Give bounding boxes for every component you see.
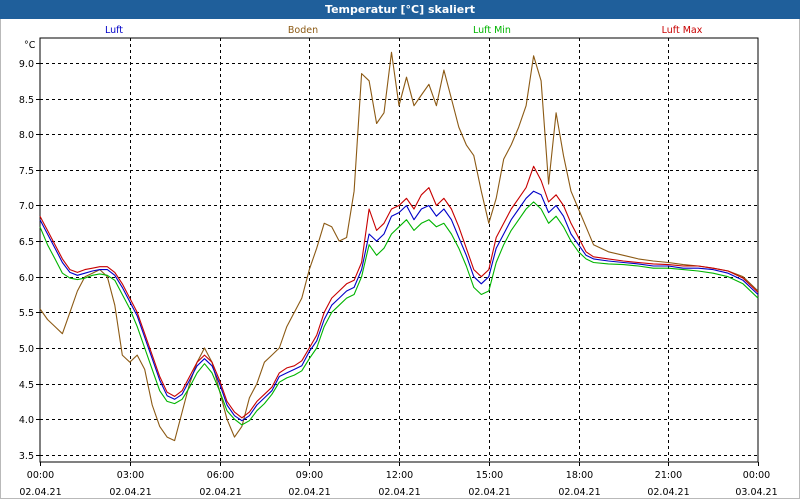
series-line-luft-max [39,165,759,419]
y-axis: 3.5 4.0 4.5 5.0 5.5 6.0 6.5 7.0 7.5 8.0 8.5 9.0 [19,59,40,462]
y-tick-label: 3.5 [19,451,34,462]
legend-entry-luft: Luft [105,25,123,36]
grid-lines [40,38,758,462]
x-tick-date-label: 02.04.21 [19,487,61,498]
y-tick-label: 9.0 [19,59,34,70]
y-tick-label: 8.0 [19,130,34,141]
x-tick-time-label: 06:00 [207,470,234,481]
y-tick-label: 7.5 [19,166,34,177]
legend-entry-luft-max: Luft Max [662,25,703,36]
legend: Luft Boden Luft Min Luft Max [105,25,703,36]
series-lines [39,51,759,442]
x-tick-time-label: 15:00 [476,470,503,481]
x-tick-date-label: 02.04.21 [558,487,600,498]
y-tick-label: 8.5 [19,95,34,106]
y-axis-unit-label: °C [24,40,36,51]
x-axis: 00:00 02.04.21 03:00 02.04.21 06:00 02.04.21 0… [19,462,778,498]
x-tick-date-label: 02.04.21 [288,487,330,498]
x-tick-date-label: 03.04.21 [735,487,777,498]
y-tick-label: 4.0 [19,415,34,426]
x-tick-time-label: 09:00 [296,470,323,481]
x-tick-time-label: 00:00 [743,470,770,481]
x-tick-time-label: 00:00 [27,470,54,481]
y-tick-label: 5.0 [19,344,34,355]
y-tick-label: 6.5 [19,237,34,248]
x-tick-date-label: 02.04.21 [378,487,420,498]
y-tick-label: 7.0 [19,201,34,212]
x-tick-date-label: 02.04.21 [468,487,510,498]
x-tick-time-label: 21:00 [655,470,682,481]
x-tick-date-label: 02.04.21 [647,487,689,498]
series-line-luft [39,190,759,422]
legend-entry-boden: Boden [288,25,318,36]
series-line-luft-min [39,201,759,426]
y-tick-label: 5.5 [19,308,34,319]
x-tick-date-label: 02.04.21 [199,487,241,498]
x-tick-time-label: 18:00 [566,470,593,481]
legend-entry-luft-min: Luft Min [473,25,511,36]
y-tick-label: 6.0 [19,273,34,284]
x-tick-time-label: 03:00 [117,470,144,481]
x-tick-time-label: 12:00 [386,470,413,481]
series-line-boden [39,51,759,442]
y-tick-label: 4.5 [19,380,34,391]
chart-title: Temperatur [°C] skaliert [325,3,475,16]
x-tick-date-label: 02.04.21 [109,487,151,498]
